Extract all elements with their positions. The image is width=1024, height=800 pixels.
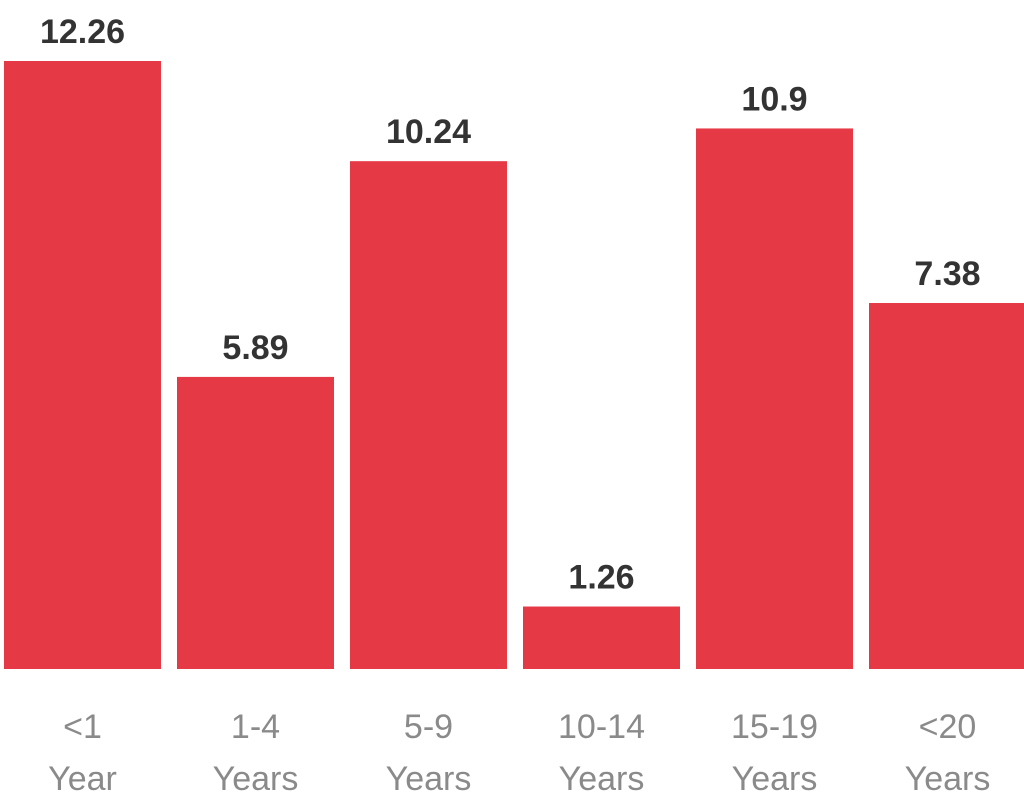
bar-value-label: 10.9	[741, 80, 807, 118]
category-label: 1-4	[231, 708, 280, 746]
category-label: 5-9	[404, 708, 453, 746]
category-label: 15-19	[731, 708, 818, 746]
category-label: Years	[213, 760, 299, 798]
bar	[696, 128, 853, 669]
category-label: <1	[63, 708, 102, 746]
category-label: Years	[559, 760, 645, 798]
category-labels-group: <1 Year 1-4 Years 5-9 Years 10-14 Years 15-19 Yea…	[48, 708, 990, 798]
value-labels-group: 12.26 5.89 10.24 1.26 10.9 7.38	[40, 13, 981, 597]
bar	[350, 161, 507, 669]
category-label: Years	[386, 760, 472, 798]
category-label: <20	[919, 708, 977, 746]
bar-value-label: 7.38	[914, 255, 980, 293]
bar	[869, 303, 1024, 669]
bars-group	[4, 61, 1024, 669]
category-label: Year	[48, 760, 117, 798]
bar	[4, 61, 161, 669]
bar-value-label: 10.24	[386, 113, 471, 151]
category-label: Years	[905, 760, 991, 798]
bar-value-label: 5.89	[222, 329, 288, 367]
bar	[523, 606, 680, 669]
category-label: 10-14	[558, 708, 645, 746]
bar-value-label: 12.26	[40, 13, 125, 51]
bar-value-label: 1.26	[568, 559, 634, 597]
bar	[177, 376, 334, 669]
category-label: Years	[732, 760, 818, 798]
